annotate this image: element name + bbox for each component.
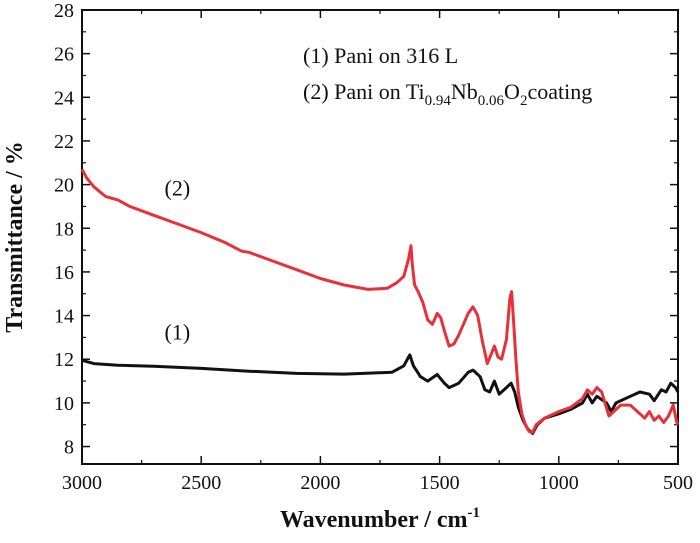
x-tick-label: 3000 bbox=[62, 472, 102, 494]
y-tick-label: 26 bbox=[54, 44, 74, 66]
x-axis-title: Wavenumber / cm-1 bbox=[280, 505, 480, 533]
y-tick-label: 14 bbox=[54, 306, 74, 328]
legend-entry-2-suffix: coating bbox=[527, 79, 592, 104]
y-tick-label: 18 bbox=[54, 218, 74, 240]
y-axis-title: Transmittance / % bbox=[2, 141, 28, 333]
x-axis-title-sup: -1 bbox=[468, 505, 481, 521]
x-axis-title-main: Wavenumber / cm bbox=[280, 507, 468, 533]
y-tick-label: 10 bbox=[54, 393, 74, 415]
legend-entry-2: (2) Pani on Ti0.94Nb0.06O2coating bbox=[303, 79, 592, 109]
legend-entry-2-prefix: (2) Pani on Ti bbox=[303, 79, 425, 104]
x-tick-label: 1500 bbox=[420, 472, 460, 494]
x-tick-label: 2000 bbox=[300, 472, 340, 494]
x-tick-label: 2500 bbox=[181, 472, 221, 494]
x-axis-ticks: 3000 2500 2000 1500 1000 500 bbox=[62, 10, 693, 494]
x-tick-label: 1000 bbox=[539, 472, 579, 494]
y-tick-label: 16 bbox=[54, 262, 74, 284]
y-tick-label: 12 bbox=[54, 349, 74, 371]
y-tick-label: 8 bbox=[64, 437, 74, 459]
legend-entry-2-sub2: 0.06 bbox=[478, 93, 505, 109]
legend-entry-2-mid1: Nb bbox=[451, 79, 478, 104]
y-axis-ticks: 8 10 12 14 16 18 20 22 24 26 28 bbox=[54, 0, 678, 459]
legend-entry-2-sub3: 2 bbox=[520, 93, 528, 109]
series-tag-2: (2) bbox=[165, 176, 191, 201]
legend-entry-1: (1) Pani on 316 L bbox=[303, 43, 458, 68]
series-tag-1: (1) bbox=[165, 320, 191, 345]
legend-entry-2-mid2: O bbox=[504, 79, 520, 104]
series-tags: (1) (2) bbox=[165, 176, 191, 345]
x-tick-label: 500 bbox=[663, 472, 693, 494]
series-layer bbox=[80, 168, 680, 435]
series-line-2 bbox=[80, 168, 680, 434]
y-tick-label: 20 bbox=[54, 175, 74, 197]
legend-entry-2-sub1: 0.94 bbox=[425, 93, 452, 109]
y-tick-label: 24 bbox=[54, 87, 74, 109]
y-tick-label: 28 bbox=[54, 0, 74, 22]
series-line-1 bbox=[81, 353, 680, 435]
y-tick-label: 22 bbox=[54, 131, 74, 153]
